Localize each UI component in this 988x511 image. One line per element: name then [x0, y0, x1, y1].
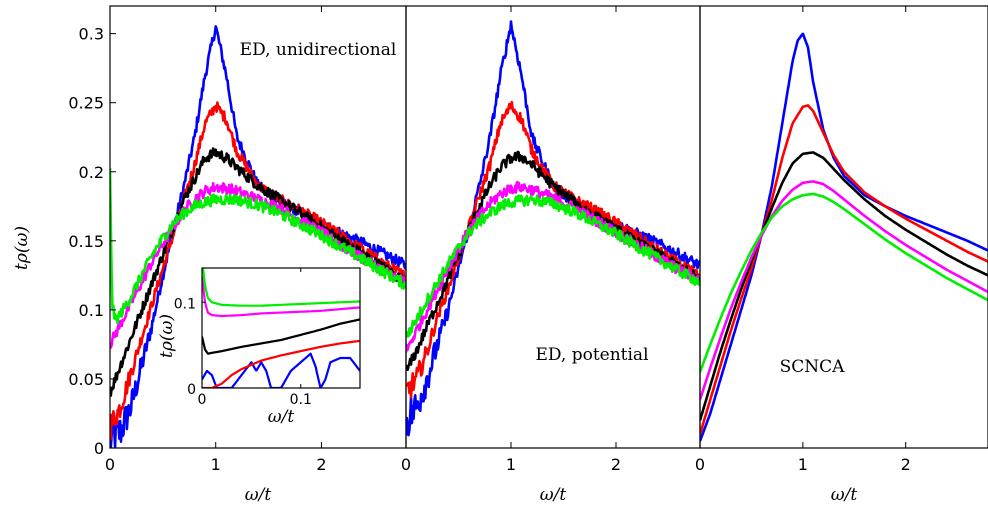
panel-left: 0 1 2 0 0.05 0.1 0.15 0.2 0.25 0.3 ω/t ED, unidirec…	[68, 5, 407, 505]
y-tick-label: 0	[187, 382, 196, 398]
y-tick-label: 0.05	[68, 370, 104, 389]
x-axis-label: ω/t	[245, 485, 272, 505]
y-tick-label: 0.1	[174, 296, 196, 312]
y-tick-label: 0.1	[79, 301, 104, 320]
x-axis-label: ω/t	[268, 407, 295, 427]
y-tick-label: 0.2	[79, 163, 104, 182]
x-axis-label: ω/t	[831, 485, 858, 505]
panel-inset: 0 0.100.1ω/ttρ(ω)	[157, 267, 361, 427]
x-tick-label: 0	[105, 455, 115, 474]
x-tick-label: 1	[506, 455, 516, 474]
series-line-red	[700, 104, 988, 435]
x-tick-label: 1	[211, 455, 221, 474]
axes-frame	[201, 267, 361, 389]
axes-frame	[405, 5, 701, 449]
y-tick-label: 0.15	[68, 232, 104, 251]
inset-background	[202, 268, 360, 388]
x-tick-label: 0	[198, 392, 207, 408]
series-line-blue	[110, 25, 406, 448]
y-tick-label: 0	[94, 439, 104, 458]
series-line-blue	[700, 32, 988, 442]
x-tick-label: 0	[401, 455, 411, 474]
x-axis-label: ω/t	[540, 485, 567, 505]
y-tick-label: 0.3	[79, 25, 104, 44]
x-tick-label: 2	[611, 455, 621, 474]
x-tick-label: 2	[901, 455, 911, 474]
panel-annotation: ED, potential	[535, 345, 648, 365]
panel-right: 0 1 2 ω/t SCNCA	[695, 5, 988, 505]
panel-annotation: SCNCA	[780, 357, 846, 377]
figure-ylabel: tρ(ω)	[12, 226, 32, 270]
series-line-blue	[406, 20, 700, 437]
axes-frame	[699, 5, 988, 449]
series-line-black	[202, 318, 360, 355]
series-line-blue	[202, 352, 360, 388]
panel-middle: 0 1 2 ω/t ED, potential	[401, 5, 701, 505]
series-line-green	[110, 168, 406, 325]
series-line-magenta	[110, 182, 406, 349]
panel-annotation: ED, unidirectional	[240, 40, 397, 60]
y-tick-label: 0.25	[68, 94, 104, 113]
series-line-green	[406, 194, 700, 338]
series-line-magenta	[700, 180, 988, 401]
inset-y-axis-label: tρ(ω)	[157, 314, 177, 358]
series-line-green	[700, 192, 988, 373]
series-line-black	[700, 151, 988, 421]
x-tick-label: 2	[316, 455, 326, 474]
series-line-magenta	[202, 276, 360, 318]
series-line-black	[110, 147, 406, 397]
x-tick-label: 0.1	[290, 392, 312, 408]
x-tick-label: 1	[798, 455, 808, 474]
series-line-green	[202, 268, 360, 307]
series-line-red	[202, 339, 360, 388]
x-tick-label: 0	[695, 455, 705, 474]
